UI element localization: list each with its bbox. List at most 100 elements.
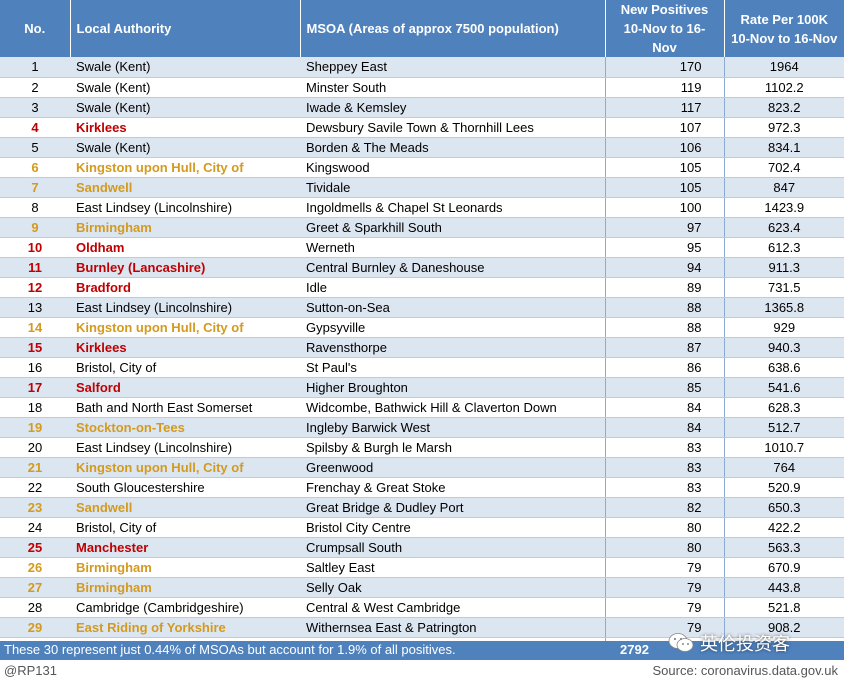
table-row[interactable]: 10 Oldham Werneth 95 612.3 bbox=[0, 237, 844, 258]
table-row[interactable]: 24 Bristol, City of Bristol City Centre 80 4… bbox=[0, 517, 844, 538]
rate-cell: 563.3 bbox=[723, 537, 844, 558]
new-positives-cell: 105 bbox=[604, 157, 724, 178]
msoa-positives-table: No. Local Authority MSOA (Areas of appro… bbox=[0, 0, 844, 658]
rate-cell: 764 bbox=[723, 457, 844, 478]
row-number: 19 bbox=[0, 417, 70, 438]
rate-cell: 847 bbox=[723, 177, 844, 198]
rate-cell: 702.4 bbox=[723, 157, 844, 178]
msoa-cell: Central Burnley & Daneshouse bbox=[300, 257, 605, 278]
data-source: Source: coronavirus.data.gov.uk bbox=[652, 663, 838, 678]
table-row[interactable]: 6 Kingston upon Hull, City of Kingswood 105… bbox=[0, 157, 844, 178]
rate-cell: 731.5 bbox=[723, 277, 844, 298]
table-row[interactable]: 29 East Riding of Yorkshire Withernsea Eas… bbox=[0, 617, 844, 638]
new-positives-cell: 84 bbox=[604, 397, 724, 418]
new-positives-cell: 79 bbox=[604, 597, 724, 618]
row-number: 13 bbox=[0, 297, 70, 318]
row-number: 5 bbox=[0, 137, 70, 158]
row-number: 22 bbox=[0, 477, 70, 498]
row-number: 6 bbox=[0, 157, 70, 178]
table-row[interactable]: 12 Bradford Idle 89 731.5 bbox=[0, 277, 844, 298]
table-row[interactable]: 7 Sandwell Tividale 105 847 bbox=[0, 177, 844, 198]
row-number: 16 bbox=[0, 357, 70, 378]
table-row[interactable]: 21 Kingston upon Hull, City of Greenwood 83… bbox=[0, 457, 844, 478]
msoa-cell: Kingswood bbox=[300, 157, 605, 178]
table-row[interactable]: 26 Birmingham Saltley East 79 670.9 bbox=[0, 557, 844, 578]
header-rate-range: 10-Nov to 16-Nov bbox=[731, 30, 838, 46]
msoa-cell: Ingoldmells & Chapel St Leonards bbox=[300, 197, 605, 218]
local-authority-cell: Cambridge (Cambridgeshire) bbox=[70, 597, 300, 618]
row-number: 11 bbox=[0, 257, 70, 278]
table-row[interactable]: 22 South Gloucestershire Frenchay & Great … bbox=[0, 477, 844, 498]
table-row[interactable]: 28 Cambridge (Cambridgeshire) Central & We… bbox=[0, 597, 844, 618]
table-row[interactable]: 3 Swale (Kent) Iwade & Kemsley 117 823.2 bbox=[0, 97, 844, 118]
table-row[interactable]: 1 Swale (Kent) Sheppey East 170 1964 bbox=[0, 57, 844, 78]
header-no[interactable]: No. bbox=[0, 0, 70, 57]
table-row[interactable]: 13 East Lindsey (Lincolnshire) Sutton-on-S… bbox=[0, 297, 844, 318]
local-authority-cell: Burnley (Lancashire) bbox=[70, 257, 300, 278]
table-row[interactable]: 25 Manchester Crumpsall South 80 563.3 bbox=[0, 537, 844, 558]
local-authority-cell: East Lindsey (Lincolnshire) bbox=[70, 437, 300, 458]
table-row[interactable]: 23 Sandwell Great Bridge & Dudley Port 82 65… bbox=[0, 497, 844, 518]
rate-cell: 422.2 bbox=[723, 517, 844, 538]
new-positives-cell: 83 bbox=[604, 437, 724, 458]
table-row[interactable]: 14 Kingston upon Hull, City of Gypsyville 8… bbox=[0, 317, 844, 338]
table-row[interactable]: 20 East Lindsey (Lincolnshire) Spilsby & B… bbox=[0, 437, 844, 458]
header-rate[interactable]: Rate Per 100K 10-Nov to 16-Nov bbox=[723, 0, 844, 57]
table-row[interactable]: 27 Birmingham Selly Oak 79 443.8 bbox=[0, 577, 844, 598]
table-row[interactable]: 15 Kirklees Ravensthorpe 87 940.3 bbox=[0, 337, 844, 358]
local-authority-cell: South Gloucestershire bbox=[70, 477, 300, 498]
rate-cell: 1365.8 bbox=[723, 297, 844, 318]
table-row[interactable]: 18 Bath and North East Somerset Widcombe, … bbox=[0, 397, 844, 418]
header-rate-title: Rate Per 100K bbox=[740, 11, 828, 27]
table-row[interactable]: 16 Bristol, City of St Paul's 86 638.6 bbox=[0, 357, 844, 378]
table-row[interactable]: 19 Stockton-on-Tees Ingleby Barwick West 84… bbox=[0, 417, 844, 438]
new-positives-cell: 80 bbox=[604, 537, 724, 558]
rate-cell: 1010.7 bbox=[723, 437, 844, 458]
rate-cell: 1102.2 bbox=[723, 77, 844, 98]
table-row[interactable]: 2 Swale (Kent) Minster South 119 1102.2 bbox=[0, 77, 844, 98]
msoa-cell: Widcombe, Bathwick Hill & Claverton Down bbox=[300, 397, 605, 418]
local-authority-cell: Kirklees bbox=[70, 337, 300, 358]
new-positives-cell: 106 bbox=[604, 137, 724, 158]
header-new-positives[interactable]: New Positives 10-Nov to 16-Nov bbox=[604, 0, 724, 57]
local-authority-cell: Swale (Kent) bbox=[70, 57, 300, 78]
table-row[interactable]: 17 Salford Higher Broughton 85 541.6 bbox=[0, 377, 844, 398]
rate-cell: 929 bbox=[723, 317, 844, 338]
local-authority-cell: Birmingham bbox=[70, 557, 300, 578]
msoa-cell: Iwade & Kemsley bbox=[300, 97, 605, 118]
new-positives-cell: 82 bbox=[604, 497, 724, 518]
row-number: 18 bbox=[0, 397, 70, 418]
local-authority-cell: Bristol, City of bbox=[70, 357, 300, 378]
local-authority-cell: Bradford bbox=[70, 277, 300, 298]
local-authority-cell: East Riding of Yorkshire bbox=[70, 617, 300, 638]
new-positives-cell: 79 bbox=[604, 557, 724, 578]
msoa-cell: Sheppey East bbox=[300, 57, 605, 78]
new-positives-cell: 89 bbox=[604, 277, 724, 298]
new-positives-cell: 105 bbox=[604, 177, 724, 198]
row-number: 12 bbox=[0, 277, 70, 298]
header-new-positives-range: 10-Nov to 16-Nov bbox=[623, 21, 706, 55]
msoa-cell: St Paul's bbox=[300, 357, 605, 378]
local-authority-cell: Kingston upon Hull, City of bbox=[70, 157, 300, 178]
msoa-cell: Withernsea East & Patrington bbox=[300, 617, 605, 638]
attribution-bar: @RP131 Source: coronavirus.data.gov.uk bbox=[0, 660, 844, 681]
row-number: 27 bbox=[0, 577, 70, 598]
rate-cell: 1964 bbox=[723, 57, 844, 78]
table-row[interactable]: 8 East Lindsey (Lincolnshire) Ingoldmells … bbox=[0, 197, 844, 218]
row-number: 8 bbox=[0, 197, 70, 218]
header-local-authority[interactable]: Local Authority bbox=[69, 0, 300, 57]
row-number: 26 bbox=[0, 557, 70, 578]
table-row[interactable]: 4 Kirklees Dewsbury Savile Town & Thornhil… bbox=[0, 117, 844, 138]
table-row[interactable]: 5 Swale (Kent) Borden & The Meads 106 834.1 bbox=[0, 137, 844, 158]
new-positives-cell: 83 bbox=[604, 477, 724, 498]
rate-cell: 1423.9 bbox=[723, 197, 844, 218]
row-number: 10 bbox=[0, 237, 70, 258]
new-positives-cell: 79 bbox=[604, 617, 724, 638]
table-row[interactable]: 11 Burnley (Lancashire) Central Burnley & … bbox=[0, 257, 844, 278]
header-msoa[interactable]: MSOA (Areas of approx 7500 population) bbox=[299, 0, 605, 57]
new-positives-cell: 83 bbox=[604, 457, 724, 478]
table-row[interactable]: 9 Birmingham Greet & Sparkhill South 97 623.… bbox=[0, 217, 844, 238]
msoa-cell: Bristol City Centre bbox=[300, 517, 605, 538]
msoa-cell: Crumpsall South bbox=[300, 537, 605, 558]
msoa-cell: Borden & The Meads bbox=[300, 137, 605, 158]
